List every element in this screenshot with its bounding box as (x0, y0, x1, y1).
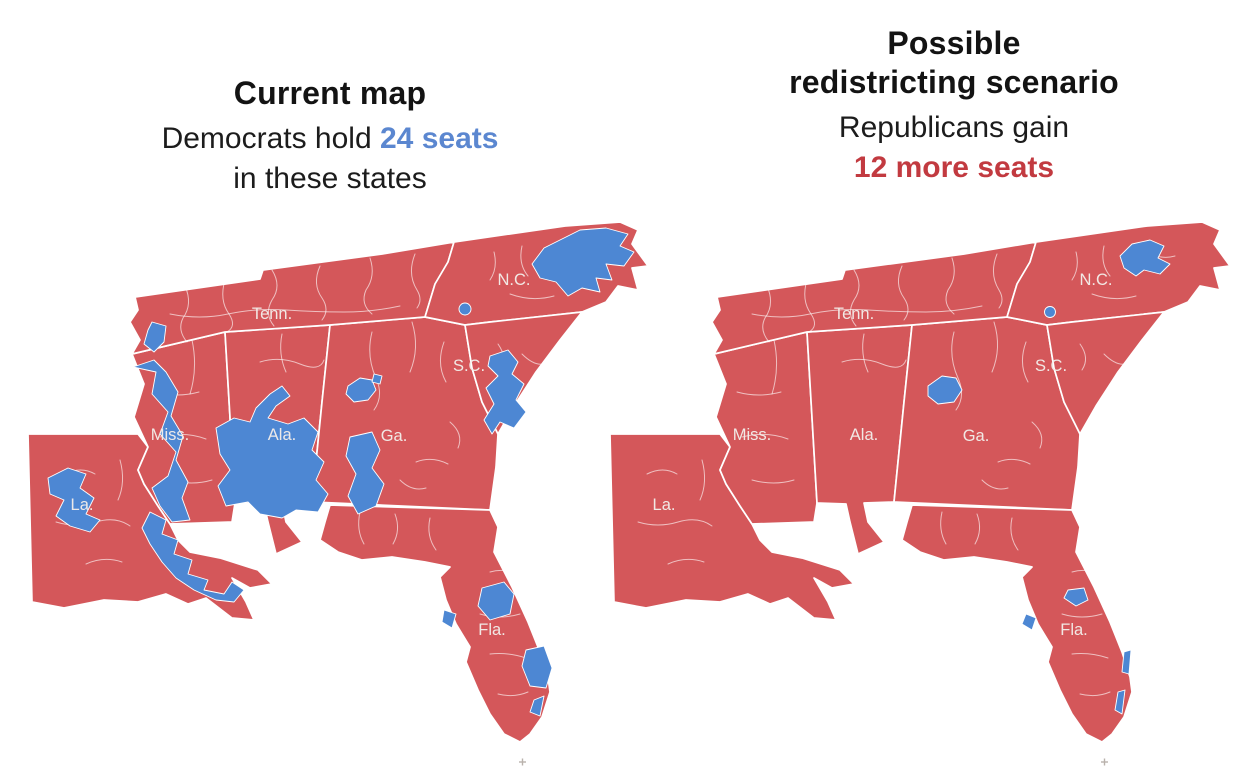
dem-seats-highlight: 24 seats (380, 122, 499, 156)
dem-district-atlanta-2 (371, 373, 383, 385)
state-label-georgia: Ga. (963, 427, 990, 445)
current-map-subtitle-line2: in these states (233, 161, 427, 195)
dem-district-northeast-nc (531, 227, 635, 297)
scenario-title-line1: Possible (887, 25, 1021, 61)
state-label-mississippi: Miss. (151, 426, 190, 444)
dem-district-georgia-central (345, 431, 385, 515)
scenario-subtitle-line1: Republicans gain (838, 111, 1070, 145)
state-label-tennessee: Tenn. (252, 305, 292, 323)
state-label-alabama: Ala. (268, 426, 296, 444)
current-map-state-labels: Tenn. N.C. S.C. Miss. Ala. Ga. La. Fla. (71, 271, 531, 639)
dem-district-orlando (477, 581, 515, 621)
dem-district-stpetersburg (441, 609, 457, 629)
current-map-svg: Tenn. N.C. S.C. Miss. Ala. Ga. La. Fla. (27, 222, 649, 767)
dem-district-alabama-blackbelt (215, 385, 329, 519)
dem-district-atlanta (345, 377, 377, 403)
state-label-florida: Fla. (478, 621, 506, 639)
state-label-south-carolina: S.C. (453, 357, 485, 375)
scenario-map-title: Possible redistricting scenario (676, 24, 1232, 102)
scenario-map-state-labels: Tenn. N.C. S.C. Miss. Ala. Ga. La. Fla. (653, 271, 1113, 639)
scenario-title-line2: redistricting scenario (789, 64, 1119, 101)
scenario-map-header: Possible redistricting scenario Republic… (676, 24, 1232, 187)
state-label-louisiana: La. (653, 496, 676, 514)
dem-district-durham-dot (1044, 306, 1056, 318)
dem-district-southeast-florida-2 (529, 695, 545, 717)
current-map-democratic-districts (47, 227, 635, 717)
state-label-georgia: Ga. (381, 427, 408, 445)
state-label-north-carolina: N.C. (1080, 271, 1113, 289)
state-label-louisiana: La. (71, 496, 94, 514)
scenario-map-subtitle: Republicans gain 12 more seats (676, 108, 1232, 187)
rep-seats-highlight: 12 more seats (853, 150, 1055, 184)
subtitle-text: Democrats hold (161, 122, 372, 156)
state-label-mississippi: Miss. (733, 426, 772, 444)
dem-district-east-coast-sliver-2 (1114, 689, 1126, 715)
dem-district-northeast-nc (1119, 239, 1171, 277)
current-map-subtitle-line1: Democrats hold 24 seats (60, 119, 600, 159)
dem-district-louisiana-northwest (47, 467, 101, 533)
state-label-north-carolina: N.C. (498, 271, 531, 289)
scenario-map-democratic-districts (927, 239, 1171, 715)
state-label-florida: Fla. (1060, 621, 1088, 639)
state-label-south-carolina: S.C. (1035, 357, 1067, 375)
dem-district-stpetersburg-small (1021, 613, 1037, 631)
current-map-title: Current map (233, 75, 427, 111)
current-map-header: Current map Democrats hold 24 seats in t… (60, 74, 600, 198)
scenario-map-svg: Tenn. N.C. S.C. Miss. Ala. Ga. La. Fla. (609, 222, 1231, 767)
state-label-alabama: Ala. (850, 426, 878, 444)
state-label-tennessee: Tenn. (834, 305, 874, 323)
dem-district-sc-coastal (483, 349, 527, 435)
dem-district-louisiana-river (141, 511, 245, 603)
dem-district-orlando-small (1063, 587, 1089, 607)
dem-district-mississippi-delta (132, 359, 191, 523)
dem-district-east-coast-sliver (1121, 649, 1132, 675)
dem-district-atlanta (927, 375, 963, 405)
dem-district-durham-dot (458, 302, 472, 316)
current-map-subtitle: Democrats hold 24 seats in these states (60, 119, 600, 198)
dem-district-southeast-florida (521, 645, 553, 689)
dem-district-west-tennessee (143, 321, 167, 353)
